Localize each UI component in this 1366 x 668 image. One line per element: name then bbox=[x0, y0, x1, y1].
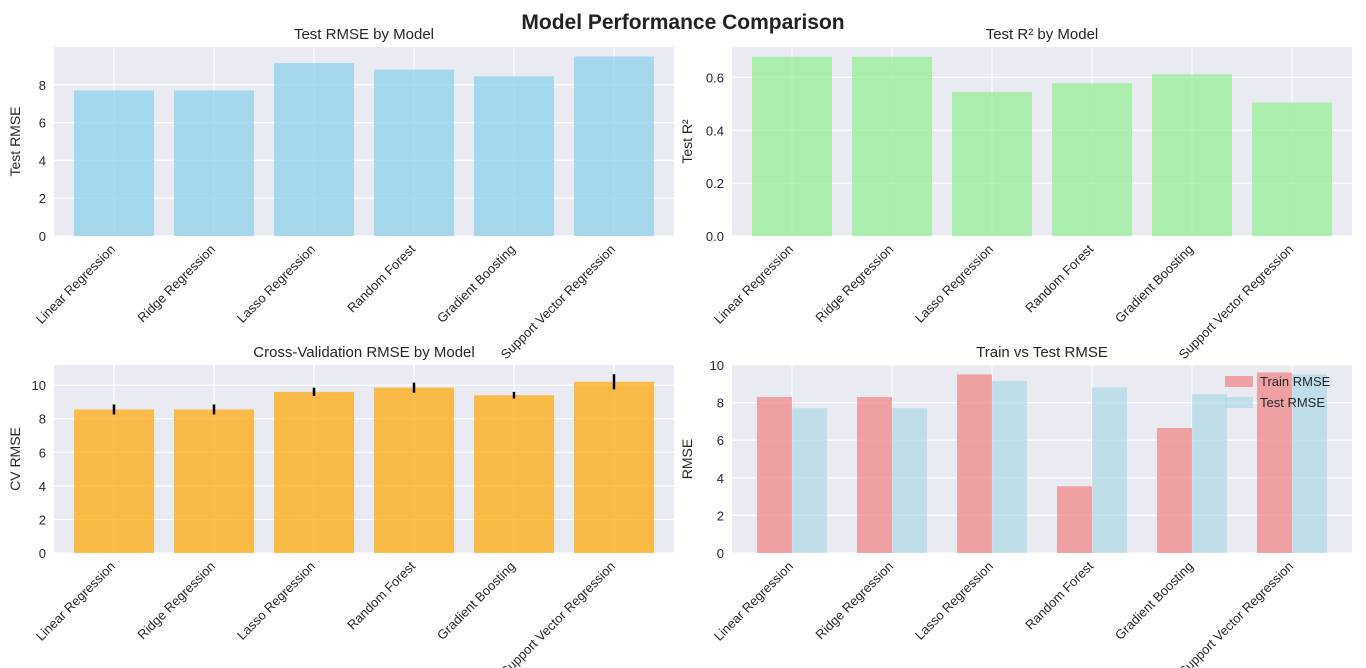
test-rmse-bar bbox=[992, 380, 1027, 553]
y-tick-label: 2 bbox=[717, 508, 724, 523]
test-rmse-bar bbox=[1092, 387, 1127, 553]
y-tick-label: 8 bbox=[39, 412, 46, 427]
train-rmse-bar bbox=[1157, 427, 1192, 553]
y-tick-label: 0 bbox=[717, 546, 724, 561]
test-rmse-bar bbox=[174, 90, 254, 236]
test-r2-bar bbox=[952, 91, 1032, 236]
y-axis-label: CV RMSE bbox=[7, 427, 23, 491]
test-rmse-plot-area bbox=[54, 47, 674, 236]
y-axis-label: Test R² bbox=[679, 119, 695, 164]
x-tick-label: Random Forest bbox=[344, 558, 418, 632]
legend-swatch bbox=[1225, 397, 1253, 408]
x-tick-label: Random Forest bbox=[344, 241, 418, 315]
train-rmse-bar bbox=[957, 374, 992, 553]
figure-title: Model Performance Comparison bbox=[521, 11, 844, 34]
y-tick-label: 0 bbox=[39, 546, 46, 561]
test-rmse-bar bbox=[892, 408, 927, 553]
x-tick-label: Lasso Regression bbox=[912, 559, 996, 643]
train-rmse-bar bbox=[857, 396, 892, 553]
test-rmse-bar bbox=[1192, 394, 1227, 553]
x-tick-label: Linear Regression bbox=[33, 559, 118, 644]
x-tick-label: Gradient Boosting bbox=[1112, 242, 1196, 326]
y-tick-label: 0 bbox=[39, 229, 46, 244]
y-tick-label: 2 bbox=[39, 512, 46, 527]
y-tick-label: 10 bbox=[710, 358, 724, 373]
test-rmse-bar bbox=[574, 56, 654, 237]
x-tick-label: Linear Regression bbox=[711, 242, 796, 327]
test-rmse-bar bbox=[274, 63, 354, 236]
cv-rmse-bar bbox=[474, 395, 554, 553]
y-tick-label: 4 bbox=[717, 471, 724, 486]
y-tick-label: 6 bbox=[39, 445, 46, 460]
y-tick-label: 10 bbox=[32, 378, 46, 393]
x-tick-label: Ridge Regression bbox=[134, 242, 218, 326]
test-rmse-bar bbox=[792, 408, 827, 553]
y-tick-label: 4 bbox=[39, 479, 46, 494]
cv-rmse-bar bbox=[374, 387, 454, 553]
train-rmse-bar bbox=[1057, 486, 1092, 553]
x-tick-label: Random Forest bbox=[1022, 241, 1096, 315]
x-tick-label: Support Vector Regression bbox=[498, 242, 618, 362]
train-vs-test-title: Train vs Test RMSE bbox=[976, 344, 1108, 361]
x-tick-label: Ridge Regression bbox=[812, 242, 896, 326]
y-tick-label: 0.0 bbox=[706, 229, 724, 244]
x-tick-label: Support Vector Regression bbox=[1176, 242, 1296, 362]
y-tick-label: 6 bbox=[39, 116, 46, 131]
x-tick-label: Support Vector Regression bbox=[1176, 559, 1296, 668]
test-rmse-bar bbox=[74, 90, 154, 236]
x-tick-label: Linear Regression bbox=[33, 242, 118, 327]
test-r2-bar bbox=[1252, 102, 1332, 236]
x-tick-label: Ridge Regression bbox=[812, 559, 896, 643]
y-tick-label: 2 bbox=[39, 191, 46, 206]
test-r2-bar bbox=[752, 56, 832, 236]
x-tick-label: Gradient Boosting bbox=[434, 242, 518, 326]
y-tick-label: 4 bbox=[39, 153, 46, 168]
x-tick-label: Lasso Regression bbox=[234, 242, 318, 326]
test-rmse-title: Test RMSE by Model bbox=[294, 26, 434, 43]
x-tick-label: Random Forest bbox=[1022, 558, 1096, 632]
cv-rmse-bar bbox=[274, 391, 354, 553]
cv-rmse-bar bbox=[574, 381, 654, 553]
x-tick-label: Gradient Boosting bbox=[1112, 559, 1196, 643]
cv-rmse-bar bbox=[174, 409, 254, 553]
cv-rmse-bar bbox=[74, 409, 154, 553]
y-tick-label: 6 bbox=[717, 433, 724, 448]
x-tick-label: Support Vector Regression bbox=[498, 559, 618, 668]
test-r2-bar bbox=[1052, 83, 1132, 236]
train-vs-test-plot-area bbox=[732, 365, 1352, 553]
test-r2-title: Test R² by Model bbox=[986, 26, 1099, 43]
y-axis-label: RMSE bbox=[679, 439, 695, 479]
test-rmse-panel: 0 2 4 6 8 Test RMSE by Model Test RMSE Linear R… bbox=[7, 26, 674, 362]
test-rmse-bar bbox=[374, 69, 454, 237]
y-tick-label: 8 bbox=[39, 78, 46, 93]
y-tick-label: 0.2 bbox=[706, 176, 724, 191]
x-tick-label: Ridge Regression bbox=[134, 559, 218, 643]
test-r2-bar bbox=[852, 56, 932, 236]
test-r2-bar bbox=[1152, 74, 1232, 237]
cv-rmse-title: Cross-Validation RMSE by Model bbox=[253, 344, 474, 361]
train-vs-test-rmse-panel: 0 2 4 6 8 10 Train vs Test RMSE RMSE Linear Regr… bbox=[679, 344, 1352, 668]
x-tick-label: Gradient Boosting bbox=[434, 559, 518, 643]
test-rmse-bar bbox=[1292, 374, 1327, 553]
legend-label: Test RMSE bbox=[1260, 395, 1325, 410]
train-rmse-bar bbox=[1257, 372, 1292, 553]
x-tick-label: Linear Regression bbox=[711, 559, 796, 644]
legend-swatch bbox=[1225, 376, 1253, 387]
cv-rmse-plot-area bbox=[54, 365, 674, 553]
test-rmse-bar bbox=[474, 76, 554, 236]
x-tick-label: Lasso Regression bbox=[234, 559, 318, 643]
test-r2-panel: 0.0 0.2 0.4 0.6 Test R² by Model Test R² Linea… bbox=[679, 26, 1352, 362]
x-tick-label: Lasso Regression bbox=[912, 242, 996, 326]
y-tick-label: 8 bbox=[717, 396, 724, 411]
legend-label: Train RMSE bbox=[1260, 374, 1331, 389]
train-rmse-bar bbox=[757, 396, 792, 553]
y-tick-label: 0.6 bbox=[706, 70, 724, 85]
test-r2-plot-area bbox=[732, 47, 1352, 236]
cv-rmse-panel: 0 2 4 6 8 10 Cross-Validation RMSE by Model CV … bbox=[7, 344, 674, 668]
y-tick-label: 0.4 bbox=[706, 123, 724, 138]
y-axis-label: Test RMSE bbox=[7, 106, 23, 176]
